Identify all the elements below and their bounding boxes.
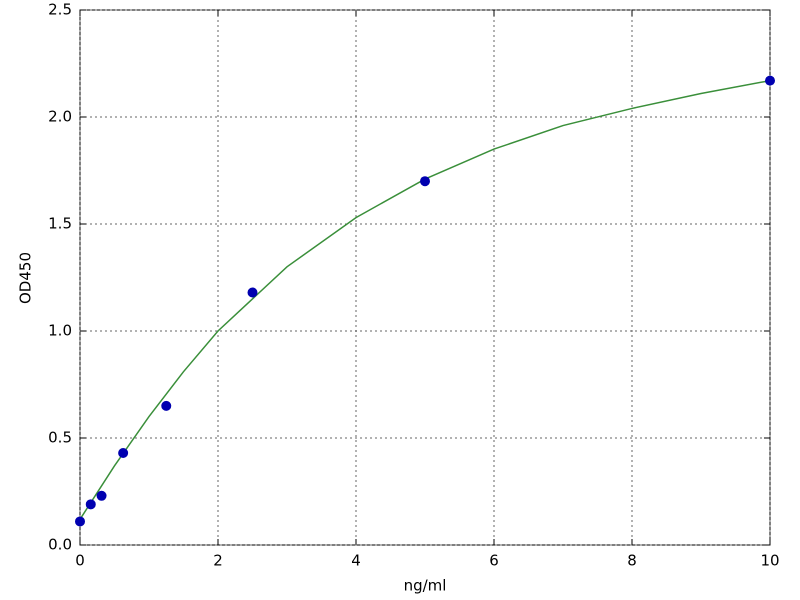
data-point [765, 75, 775, 86]
y-tick-label: 2.5 [48, 1, 72, 19]
x-tick-label: 0 [75, 552, 85, 570]
plot-frame [79, 9, 771, 546]
data-point [96, 490, 107, 501]
data-point [161, 400, 172, 411]
y-tick-label: 1.5 [48, 215, 72, 233]
y-tick-label: 0.5 [48, 429, 72, 447]
fit-curve [79, 79, 771, 520]
y-tick-label: 0.0 [48, 536, 72, 554]
data-point [85, 499, 96, 510]
data-point [247, 287, 258, 298]
x-tick-label: 2 [213, 552, 223, 570]
y-tick-label: 1.0 [48, 322, 72, 340]
x-tick-label: 6 [489, 552, 499, 570]
x-tick-label: 8 [627, 552, 637, 570]
x-tick-label: 10 [760, 552, 779, 570]
data-point [75, 516, 85, 527]
data-point [420, 176, 430, 187]
x-axis-label: ng/ml [404, 577, 447, 595]
y-axis-label: OD450 [17, 252, 35, 304]
data-point [118, 447, 129, 458]
x-tick-label: 4 [351, 552, 361, 570]
y-tick-label: 2.0 [48, 108, 72, 126]
